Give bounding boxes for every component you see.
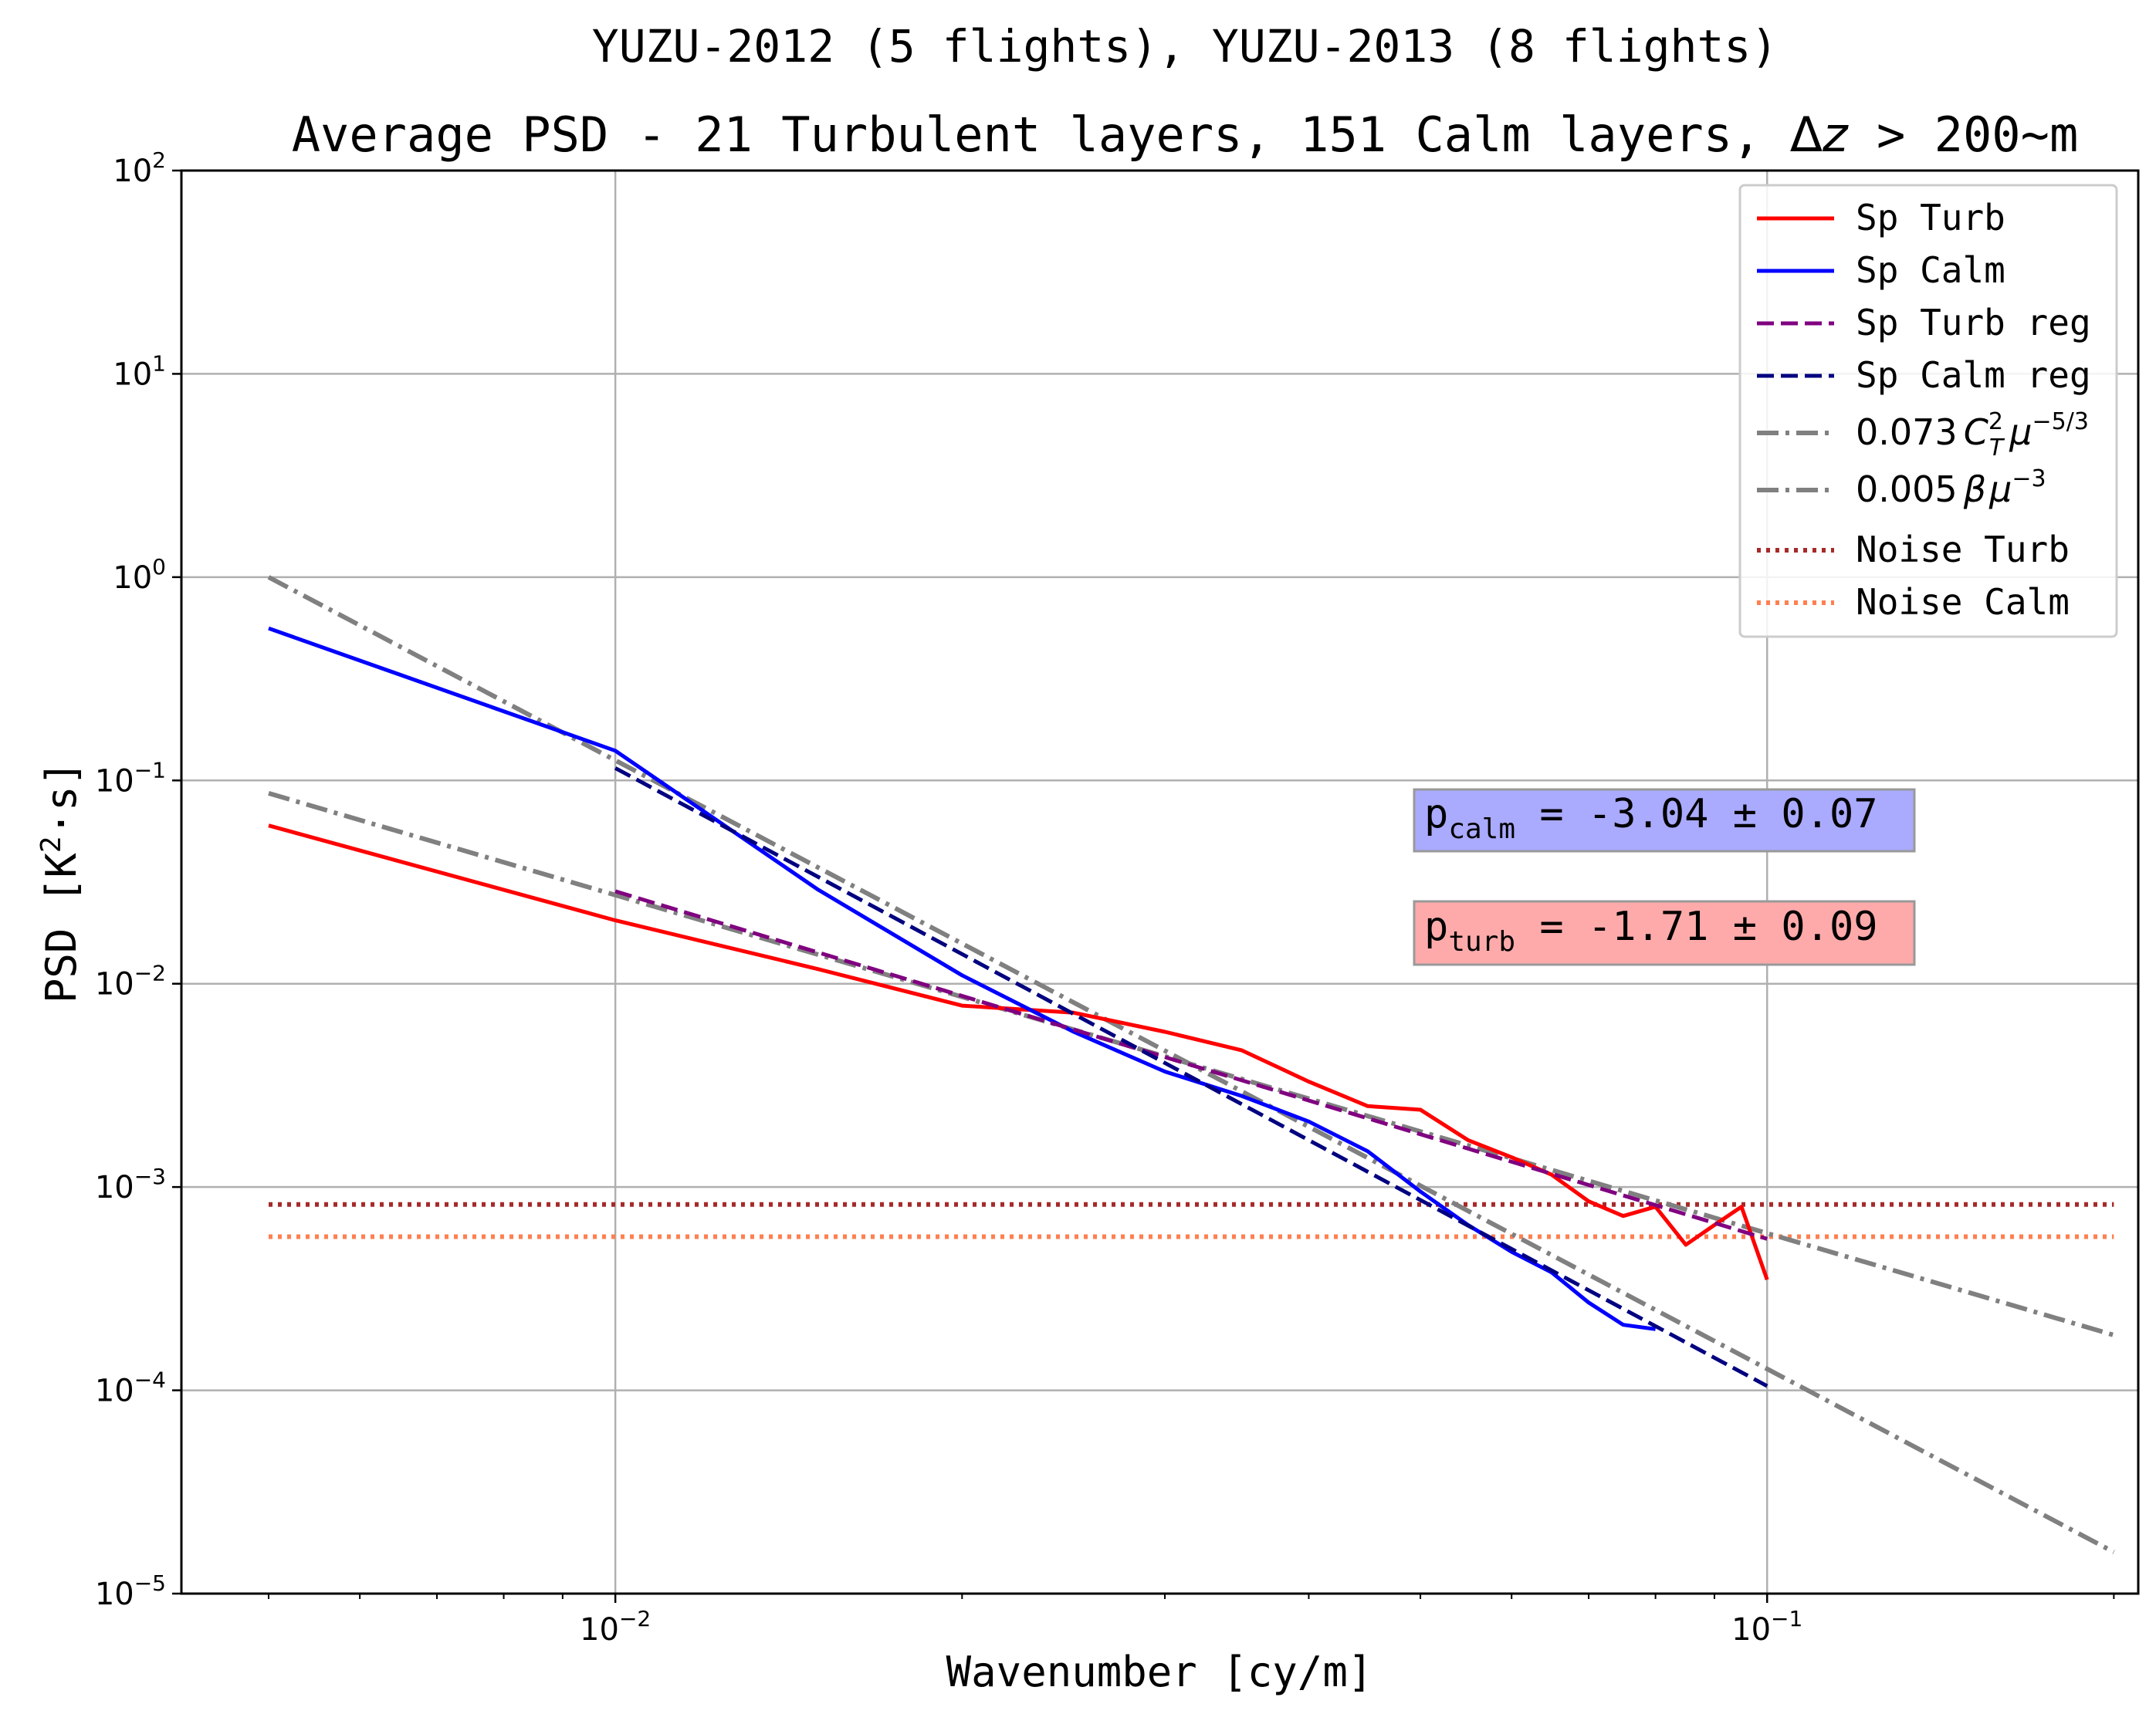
y-tick-label: 10−2 (95, 961, 166, 1002)
annotation-p-turb-box (1413, 900, 1916, 966)
axis-ticks: 10−5 10−4 10−3 10−2 10−1 100 101 102 10−2 10−1 (95, 147, 2115, 1648)
plot-frame (180, 169, 2140, 1595)
series-sp_calm_reg (614, 766, 1768, 1388)
annotation-p-calm-box (1413, 788, 1916, 853)
x-tick-label: 10−2 (580, 1606, 651, 1648)
x-axis-label: Wavenumber [cy/m] (946, 1648, 1373, 1696)
y-tick-label: 10−1 (95, 757, 166, 799)
y-tick-label: 101 (113, 350, 166, 392)
annotation-p-turb: pturb = -1.71 ± 0.09 (1413, 900, 1916, 966)
legend-label-sp-turb-reg: Sp Turb reg (1856, 302, 2091, 343)
legend-swatches (1757, 216, 1834, 605)
legend-label-sp-calm-reg: Sp Calm reg (1856, 354, 2091, 396)
y-tick-label: 100 (113, 554, 166, 596)
chart-title-line1: YUZU-2012 (5 flights), YUZU-2013 (8 flig… (592, 20, 1778, 73)
annotation-p-turb-text: pturb = -1.71 ± 0.09 (1424, 904, 1878, 958)
legend-label-sp-turb: Sp Turb (1856, 197, 2005, 238)
legend: Sp Turb Sp Calm Sp Turb reg Sp Calm reg … (1738, 184, 2118, 638)
annotation-p-calm: pcalm = -3.04 ± 0.07 (1413, 788, 1916, 853)
series-sp_turb_reg (614, 889, 1768, 1241)
series-layer (267, 575, 2115, 1554)
annotation-p-calm-text: pcalm = -3.04 ± 0.07 (1424, 791, 1878, 845)
y-tick-label: 10−5 (95, 1570, 166, 1612)
chart-title-line2: Average PSD - 21 Turbulent layers, 151 C… (292, 106, 2079, 163)
y-axis-label: PSD [K2·s] (36, 761, 86, 1003)
y-tick-label: 102 (113, 147, 166, 189)
legend-label-noise-turb: Noise Turb (1856, 529, 2070, 570)
legend-label-noise-calm: Noise Calm (1856, 581, 2070, 623)
legend-box (1738, 184, 2118, 638)
x-tick-label: 10−1 (1731, 1606, 1802, 1648)
y-tick-label: 10−4 (95, 1367, 166, 1409)
y-tick-label: 10−3 (95, 1164, 166, 1205)
series-sp_calm (268, 626, 1656, 1331)
series-sp_turb (268, 823, 1769, 1281)
legend-label-buoyancy: 0.005 βμ−3 (1856, 465, 2046, 510)
legend-label-sp-calm: Sp Calm (1856, 249, 2005, 291)
